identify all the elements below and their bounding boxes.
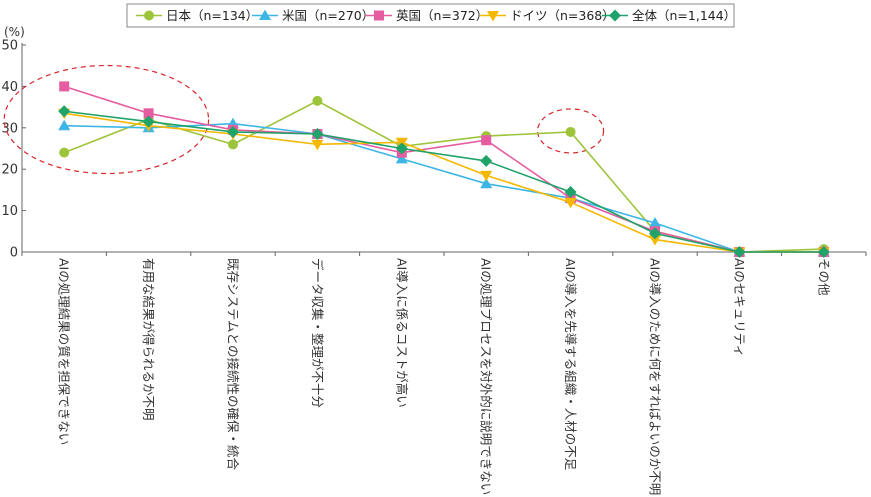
- data-point: [480, 170, 493, 182]
- dashed-highlight-ellipse: [3, 64, 210, 175]
- data-point: [649, 227, 661, 240]
- data-point: [564, 197, 577, 209]
- x-category-label: AIの導入を先導する組織・人材の不足: [563, 258, 578, 471]
- data-point: [817, 246, 830, 258]
- data-point: [58, 119, 71, 131]
- x-axis: AIの処理結果の質を担保できない 有用な結果が得られるか不明 既存システムとの接続性…: [21, 251, 867, 495]
- data-point: [59, 81, 70, 92]
- series-line: [64, 112, 824, 253]
- data-point: [142, 115, 155, 128]
- series-line: [63, 99, 824, 253]
- y-tick-label: 20: [1, 163, 18, 178]
- legend-marker: [144, 10, 154, 21]
- y-tick-label: 30: [1, 121, 18, 136]
- data-point: [480, 177, 493, 189]
- data-point: [143, 108, 154, 119]
- dashed-highlight-ellipse: [536, 108, 605, 154]
- series: [58, 108, 830, 258]
- x-category-label: 有用な結果が得られるか不明: [141, 258, 156, 421]
- data-point: [649, 217, 661, 228]
- series: [58, 105, 830, 258]
- y-tick-label: 50: [1, 39, 18, 54]
- y-tick-label: 40: [1, 80, 18, 95]
- data-point: [395, 152, 408, 164]
- legend-marker: [487, 11, 499, 22]
- legend-marker: [609, 9, 621, 22]
- data-point: [733, 246, 746, 258]
- x-category-label: AIの導入のために何をすればよいのか不明: [648, 258, 663, 495]
- legend-marker: [259, 9, 271, 20]
- data-point: [481, 135, 492, 146]
- data-point: [227, 125, 239, 138]
- legend-marker: [374, 10, 384, 21]
- x-category-label: その他: [816, 258, 831, 296]
- data-point: [311, 139, 324, 151]
- legend-label: 日本（n=134）: [166, 8, 258, 23]
- legend-label: 米国（n=270）: [282, 8, 374, 23]
- data-point: [649, 235, 661, 246]
- series-group: [58, 81, 830, 258]
- x-category-label: AIのセキュリティ: [732, 258, 747, 357]
- series-line: [64, 122, 824, 253]
- y-axis: 0 10 20 30 40 50: [1, 39, 26, 261]
- legend-box: [126, 3, 735, 28]
- x-category-label: データ収集・整理が不十分: [310, 258, 325, 408]
- data-point: [565, 126, 576, 137]
- legend: 日本（n=134） 米国（n=270） 英国（n=372） ドイツ（n=368） 全体（…: [126, 3, 736, 28]
- data-point: [311, 128, 324, 141]
- series-line: [64, 110, 824, 253]
- series-line: [63, 85, 824, 253]
- legend-label: ドイツ（n=368）: [510, 8, 615, 23]
- data-point: [58, 105, 71, 118]
- x-category-label: 既存システムとの接続性の確保・統合: [226, 258, 241, 471]
- x-category-label: AIの処理プロセスを対外的に説明できない: [479, 258, 494, 495]
- data-point: [228, 139, 238, 150]
- data-point: [564, 185, 577, 198]
- legend-label: 英国（n=372）: [396, 8, 488, 23]
- data-point: [59, 147, 70, 158]
- data-point: [312, 95, 323, 106]
- series: [58, 117, 830, 257]
- x-category-label: AI導入に係るコストが高い: [394, 258, 409, 408]
- y-tick-label: 0: [10, 246, 18, 261]
- legend-label: 全体（n=1,144）: [632, 8, 736, 23]
- data-point: [480, 154, 493, 167]
- y-tick-label: 10: [1, 204, 18, 219]
- data-point: [395, 142, 408, 155]
- series: [59, 81, 829, 257]
- x-category-label: AIの処理結果の質を担保できない: [57, 258, 72, 445]
- y-axis-label: (%): [4, 25, 25, 39]
- annotations: [3, 64, 605, 175]
- series: [59, 95, 829, 257]
